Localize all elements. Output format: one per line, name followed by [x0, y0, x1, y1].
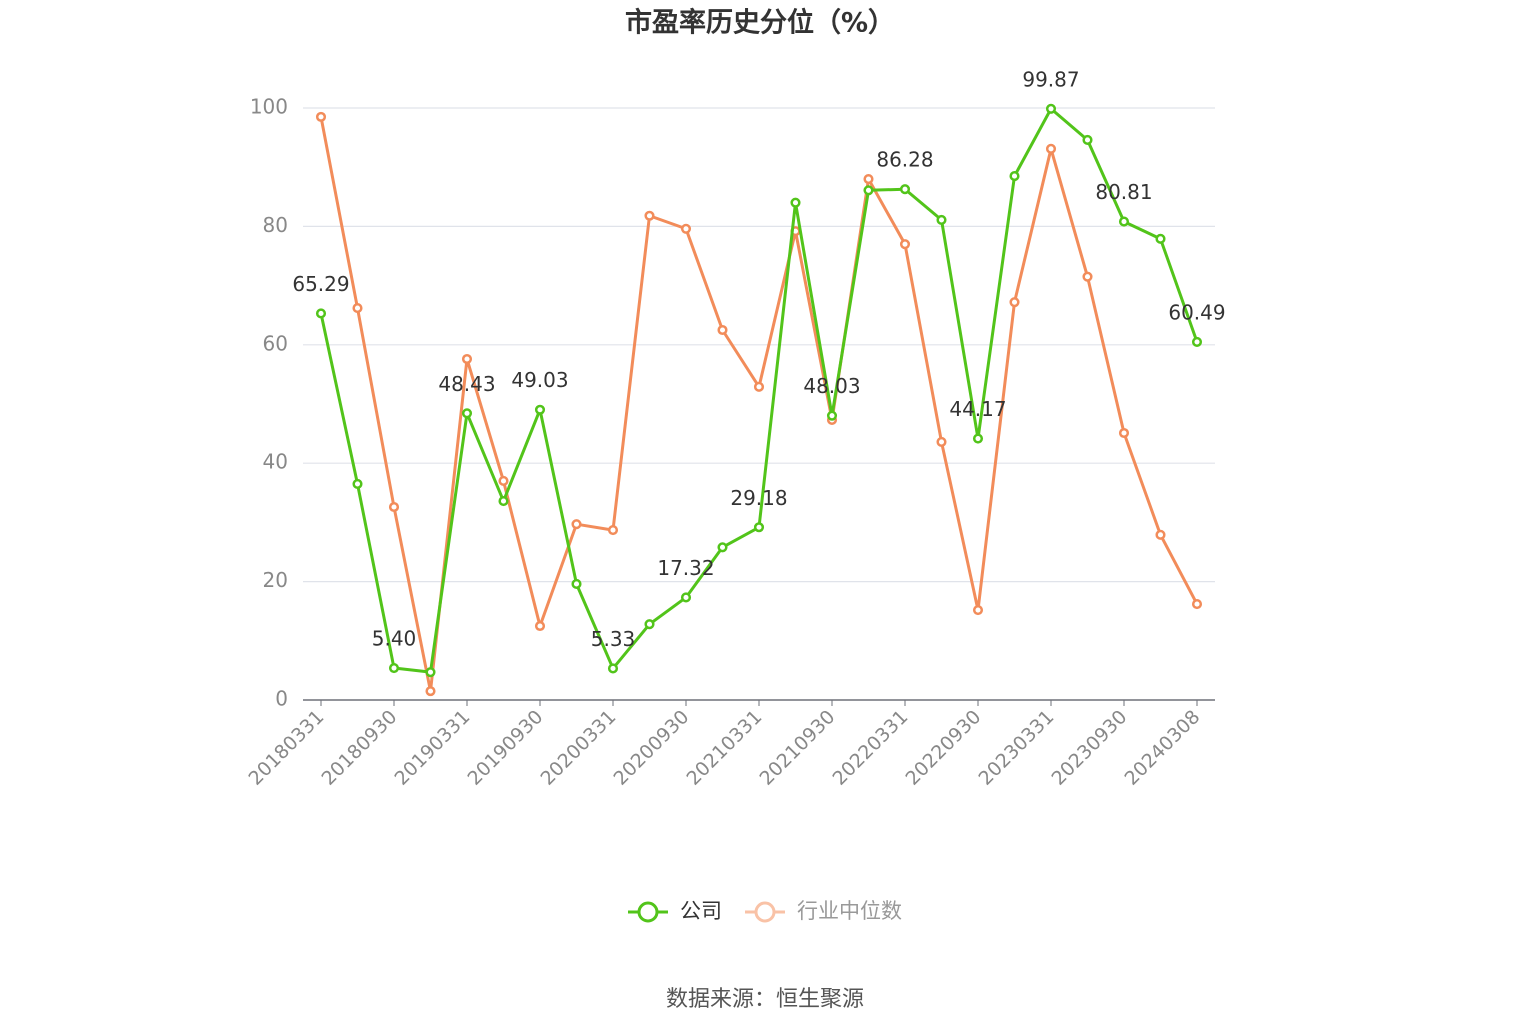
data-label: 5.40	[372, 627, 417, 651]
data-point	[1082, 134, 1093, 146]
data-point	[753, 522, 765, 533]
data-label: 49.03	[511, 368, 568, 392]
data-point	[607, 525, 619, 536]
x-tick-label: 20180331	[244, 706, 328, 790]
data-point	[425, 667, 436, 678]
data-point	[1191, 336, 1203, 347]
series-line	[319, 116, 1199, 693]
x-tick-label: 20200930	[609, 706, 693, 790]
data-point	[571, 578, 582, 590]
data-label: 17.32	[657, 556, 714, 580]
data-point	[1082, 271, 1093, 282]
data-point	[388, 662, 400, 674]
data-label: 86.28	[876, 148, 933, 172]
data-point	[644, 619, 655, 630]
data-point	[1045, 143, 1057, 154]
data-point	[790, 197, 801, 208]
data-label: 80.81	[1095, 180, 1152, 204]
data-point	[1045, 103, 1057, 114]
x-tick-label: 20190930	[463, 706, 547, 790]
chart-title: 市盈率历史分位（%）	[625, 7, 895, 39]
data-point	[315, 308, 327, 319]
legend-label: 公司	[680, 899, 722, 923]
data-point	[461, 353, 473, 365]
data-label: 29.18	[730, 486, 787, 510]
x-tick-label: 20230331	[974, 706, 1058, 790]
data-label: 60.49	[1168, 300, 1225, 324]
data-label: 65.29	[292, 272, 349, 296]
data-point	[936, 214, 947, 225]
data-point	[534, 620, 546, 632]
data-point	[315, 111, 327, 122]
data-point	[498, 496, 509, 507]
data-point	[1155, 529, 1166, 540]
data-point	[899, 239, 911, 250]
data-point	[972, 433, 984, 444]
legend-symbol	[637, 901, 659, 923]
data-point	[461, 408, 473, 419]
data-point	[1118, 427, 1130, 439]
y-tick-label: 0	[275, 687, 288, 711]
data-label: 48.03	[803, 374, 860, 398]
data-point	[863, 185, 874, 196]
y-tick-label: 80	[263, 213, 288, 237]
data-point	[753, 381, 765, 392]
data-point	[388, 501, 400, 513]
data-point	[972, 604, 984, 616]
x-tick-label: 20200331	[536, 706, 620, 790]
source-note: 数据来源：恒生聚源	[666, 987, 864, 1012]
data-point	[571, 519, 582, 530]
data-point	[498, 475, 509, 487]
data-point	[1155, 233, 1166, 244]
data-point	[534, 404, 546, 415]
x-tick-label: 20210930	[755, 706, 839, 790]
data-point	[1009, 297, 1020, 308]
x-tick-label: 20220930	[901, 706, 985, 790]
data-point	[936, 436, 947, 447]
data-point	[899, 184, 911, 195]
x-tick-label: 20230930	[1047, 706, 1131, 790]
data-point	[644, 210, 655, 221]
data-point	[680, 223, 692, 234]
x-tick-label: 20180930	[317, 706, 401, 790]
data-label: 5.33	[591, 627, 636, 651]
data-point	[863, 173, 874, 185]
data-point	[352, 303, 363, 314]
x-tick-label: 20210331	[682, 706, 766, 790]
legend-item[interactable]: 公司	[628, 899, 722, 923]
data-point	[1191, 599, 1203, 610]
data-label: 44.17	[949, 397, 1006, 421]
x-tick-label: 20190331	[390, 706, 474, 790]
data-point	[1009, 171, 1020, 182]
data-point	[425, 686, 436, 697]
y-tick-label: 100	[250, 95, 288, 119]
data-point	[1118, 216, 1130, 227]
legend-label: 行业中位数	[797, 899, 902, 923]
legend-symbol	[754, 901, 776, 923]
y-tick-label: 20	[263, 568, 288, 592]
legend-item[interactable]: 行业中位数	[745, 899, 902, 923]
data-point	[826, 410, 838, 421]
data-point	[680, 592, 692, 603]
x-tick-label: 20240308	[1120, 706, 1204, 790]
data-point	[607, 663, 619, 674]
data-label: 99.87	[1022, 67, 1079, 91]
y-tick-label: 60	[263, 331, 288, 355]
x-tick-label: 20220331	[828, 706, 912, 790]
data-point	[352, 478, 363, 489]
y-tick-label: 40	[263, 450, 288, 474]
data-point	[717, 324, 728, 336]
data-point	[717, 542, 728, 553]
data-label: 48.43	[438, 372, 495, 396]
